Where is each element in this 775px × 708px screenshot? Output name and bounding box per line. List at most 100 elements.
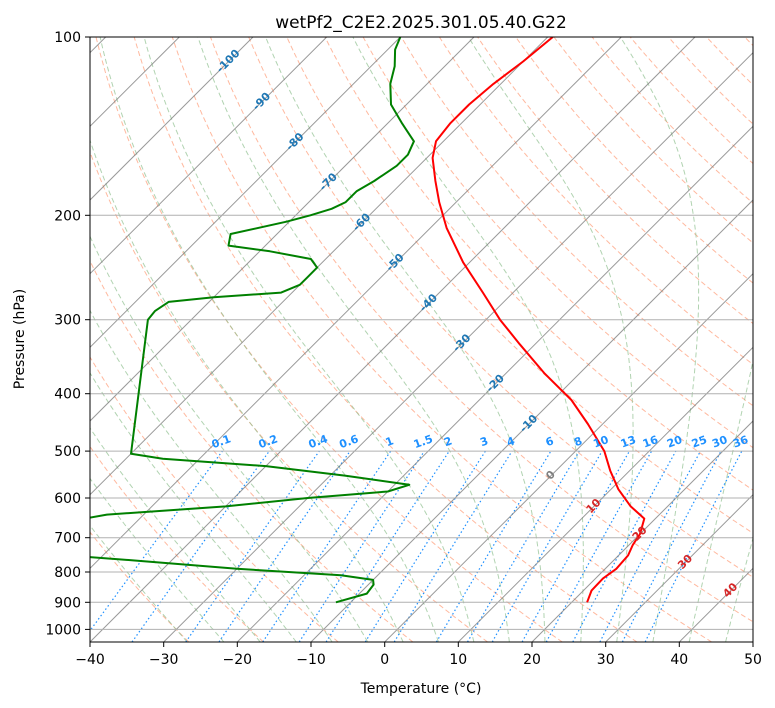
moist-adiabat-line bbox=[197, 37, 510, 642]
moist-adiabat-line bbox=[90, 477, 225, 642]
y-tick-label: 1000 bbox=[45, 622, 81, 638]
x-tick-label: −20 bbox=[223, 652, 253, 668]
x-tick-label: 50 bbox=[744, 652, 762, 668]
isotherm-line bbox=[384, 272, 753, 642]
plot-background bbox=[90, 37, 753, 642]
y-tick-label: 400 bbox=[54, 387, 81, 403]
dry-adiabat-line bbox=[477, 37, 753, 325]
moist-adiabat-line bbox=[90, 427, 261, 642]
mixing-ratio-label: 10 bbox=[591, 433, 610, 451]
isotherm-line bbox=[90, 37, 475, 422]
mixing-ratio-line bbox=[298, 450, 425, 642]
isotherm-line bbox=[457, 346, 753, 642]
dry-adiabat-line bbox=[90, 531, 190, 642]
x-tick-label: 20 bbox=[523, 652, 541, 668]
dry-adiabat-line bbox=[133, 37, 638, 642]
mixing-ratio-label: 13 bbox=[619, 433, 638, 450]
dry-adiabat-line bbox=[248, 37, 753, 578]
moist-adiabat-line bbox=[265, 37, 546, 642]
y-tick-label: 800 bbox=[54, 565, 81, 581]
mixing-ratio-line bbox=[572, 450, 677, 642]
mixing-ratio-label: 1.5 bbox=[412, 432, 435, 451]
moist-adiabat-line bbox=[90, 309, 333, 642]
mixing-ratio-line bbox=[644, 450, 743, 642]
y-axis: 100 200 300 400 500 600 700 800 900 1000 bbox=[45, 30, 90, 638]
moist-adiabat-line bbox=[143, 37, 475, 642]
isotherm-line bbox=[752, 641, 753, 642]
y-tick-label: 600 bbox=[54, 491, 81, 507]
mixing-ratio-line bbox=[218, 450, 351, 642]
mixing-ratio-label: 1 bbox=[384, 434, 396, 449]
dry-adiabat-line bbox=[324, 37, 753, 491]
y-tick-label: 100 bbox=[54, 30, 81, 46]
x-tick-label: 30 bbox=[597, 652, 615, 668]
y-tick-label: 300 bbox=[54, 313, 81, 329]
moist-adiabat-line bbox=[619, 37, 700, 642]
mixing-ratio-label: 4 bbox=[505, 434, 517, 449]
mixing-ratio-label: 16 bbox=[641, 433, 660, 451]
mixing-ratio-lines bbox=[90, 450, 743, 642]
dry-adiabat-line bbox=[400, 37, 753, 407]
y-tick-label: 900 bbox=[54, 595, 81, 611]
moist-adiabat-line bbox=[352, 37, 584, 642]
mixing-ratio-label: 0.6 bbox=[338, 432, 361, 451]
moist-adiabat-line bbox=[90, 138, 404, 642]
chart-title: wetPf2_C2E2.2025.301.05.40.G22 bbox=[275, 13, 567, 33]
mixing-ratio-label: 2 bbox=[442, 434, 454, 449]
isotherm-line bbox=[90, 37, 549, 496]
moist-adiabat-line bbox=[688, 358, 753, 642]
isotherm-line bbox=[605, 493, 753, 642]
mixing-ratio-line bbox=[545, 450, 653, 642]
x-tick-label: 0 bbox=[380, 652, 389, 668]
x-tick-label: −40 bbox=[75, 652, 105, 668]
plot-frame bbox=[89, 36, 754, 643]
y-tick-label: 700 bbox=[54, 531, 81, 547]
mixing-ratio-label: 6 bbox=[544, 434, 556, 449]
moist-adiabat-line bbox=[725, 536, 753, 642]
mixing-ratio-label: 36 bbox=[731, 433, 750, 451]
isotherm-line bbox=[531, 420, 753, 642]
mixing-ratio-label: 20 bbox=[665, 433, 684, 451]
isotherm-line bbox=[310, 199, 753, 642]
dry-adiabat-line bbox=[171, 37, 712, 642]
temperature-line bbox=[431, 37, 646, 603]
mixing-ratio-label: 0.2 bbox=[257, 432, 280, 451]
x-tick-label: −10 bbox=[296, 652, 326, 668]
x-tick-label: 40 bbox=[670, 652, 688, 668]
moist-adiabat-line bbox=[99, 37, 439, 642]
isotherm-line bbox=[90, 37, 328, 275]
plot-area bbox=[90, 37, 753, 642]
mixing-ratio-label: 25 bbox=[690, 433, 709, 450]
dry-adiabat-line bbox=[210, 37, 753, 623]
isotherm-line bbox=[236, 125, 753, 642]
mixing-ratio-line bbox=[393, 450, 513, 642]
dewpoint-line bbox=[90, 37, 415, 604]
y-tick-label: 200 bbox=[54, 208, 81, 224]
dry-adiabat-line bbox=[286, 37, 753, 534]
moist-adiabat-line bbox=[90, 371, 297, 642]
dry-adiabat-line bbox=[90, 356, 339, 642]
dry-adiabat-line bbox=[438, 37, 753, 365]
x-tick-label: −30 bbox=[149, 652, 179, 668]
dry-adiabat-line bbox=[90, 150, 488, 642]
isobar-gridlines bbox=[90, 37, 753, 630]
y-tick-label: 500 bbox=[54, 444, 81, 460]
mixing-ratio-label: 30 bbox=[710, 433, 729, 451]
y-axis-label: Pressure (hPa) bbox=[12, 289, 28, 389]
sounding-profiles bbox=[90, 37, 646, 604]
dry-adiabat-line bbox=[553, 37, 753, 244]
x-tick-label: 10 bbox=[449, 652, 467, 668]
mixing-ratio-line bbox=[521, 450, 631, 642]
dry-adiabat-line bbox=[591, 37, 753, 204]
x-axis: −40 −30 −20 −10 0 10 20 30 40 50 bbox=[75, 642, 762, 668]
mixing-ratio-label: 8 bbox=[572, 434, 584, 449]
mixing-ratio-label: 0.1 bbox=[210, 432, 233, 451]
mixing-ratio-line bbox=[185, 450, 320, 642]
isotherms bbox=[90, 37, 753, 642]
isotherm-line bbox=[90, 37, 696, 642]
isotherm-line bbox=[90, 37, 622, 570]
isotherm-line bbox=[90, 37, 254, 201]
mixing-ratio-line bbox=[90, 450, 223, 632]
mixing-ratio-label: 3 bbox=[478, 434, 490, 449]
